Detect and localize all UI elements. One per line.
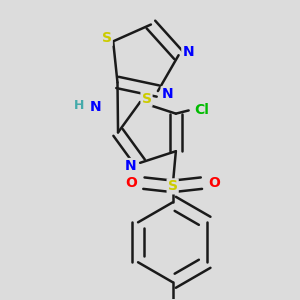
Text: S: S	[168, 179, 178, 194]
Text: O: O	[208, 176, 220, 190]
Text: H: H	[74, 99, 85, 112]
Text: N: N	[125, 159, 136, 173]
Text: O: O	[125, 176, 137, 190]
Text: S: S	[142, 92, 152, 106]
Text: N: N	[90, 100, 101, 114]
Text: S: S	[102, 31, 112, 45]
Text: N: N	[182, 45, 194, 59]
Text: N: N	[162, 87, 173, 101]
Text: Cl: Cl	[194, 103, 209, 117]
